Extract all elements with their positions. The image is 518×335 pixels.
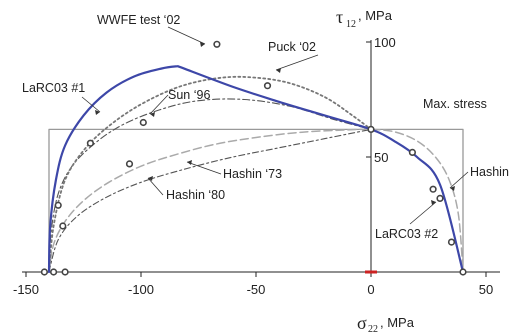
test-data-point	[139, 118, 147, 127]
annotation-larc03-2-leader	[409, 201, 437, 225]
annotation-larc03-2: LaRC03 #2	[375, 227, 438, 241]
series-hashin-73	[48, 128, 372, 273]
ticks-group: -150 -100 -50 0 50 50 100	[13, 35, 493, 297]
annotation-hashin-73-arrowhead	[187, 160, 192, 165]
annotation-puck: Puck ‘02	[268, 40, 316, 54]
series-max-stress	[48, 128, 464, 273]
series-sun-96	[48, 98, 372, 273]
annotation-hashin-73: Hashin ‘73	[223, 167, 282, 181]
annotation-wwfe-test-leader	[167, 26, 206, 45]
annotations-group: WWFE test ‘02 Puck ‘02 LaRC03 #1 Sun ‘96…	[22, 13, 509, 241]
x-tick-label: -150	[13, 282, 39, 297]
x-tick-label: 0	[367, 282, 374, 297]
annotation-hashin-leader	[449, 171, 469, 189]
x-axis-unit: , MPa	[380, 315, 415, 330]
test-data-point	[213, 40, 221, 48]
test-data-point	[59, 222, 67, 230]
test-data-point	[49, 268, 58, 276]
x-axis-title: σ 22 , MPa	[357, 313, 415, 335]
annotation-wwfe-test: WWFE test ‘02	[97, 13, 180, 27]
x-tick-label: -50	[247, 282, 266, 297]
annotation-puck-leader	[275, 54, 319, 71]
test-data-point	[429, 185, 437, 193]
annotation-puck-arrowhead	[276, 68, 281, 73]
y-tick-label: 50	[374, 150, 388, 165]
annotation-sun-arrowhead	[150, 112, 155, 117]
annotation-larc03-2-arrowhead	[431, 200, 436, 205]
annotation-hashin-80-leader	[147, 177, 164, 196]
test-data-point	[125, 160, 134, 168]
annotation-hashin-80-arrowhead	[148, 176, 153, 181]
series-hashin-80	[48, 128, 464, 273]
leader-lines-group	[81, 26, 469, 225]
series-puck-02	[48, 75, 372, 273]
axes-group	[22, 40, 500, 273]
annotation-larc03-1: LaRC03 #1	[22, 81, 85, 95]
test-data-point	[86, 139, 94, 147]
annotation-hashin: Hashin	[470, 165, 509, 179]
y-tick-label: 100	[374, 35, 396, 50]
test-data-point	[459, 268, 467, 276]
test-data-point	[436, 194, 444, 202]
x-axis-subscript: 22	[368, 324, 378, 335]
x-tick-label: 50	[479, 282, 493, 297]
test-data-point	[447, 238, 456, 246]
y-axis-unit: , MPa	[358, 8, 393, 23]
y-axis-title: τ 12 , MPa	[336, 7, 393, 30]
x-axis-symbol: σ	[357, 313, 367, 333]
annotation-sun: Sun ‘96	[168, 88, 210, 102]
y-axis-symbol: τ	[336, 7, 343, 27]
annotation-larc03-1-arrowhead	[95, 110, 100, 115]
test-data-point	[367, 125, 375, 133]
annotation-hashin-73-leader	[186, 161, 222, 175]
annotation-wwfe-test-arrowhead	[200, 42, 205, 47]
series-larc03-1	[47, 65, 465, 274]
annotation-sun-leader	[149, 94, 169, 115]
annotation-hashin-80: Hashin ‘80	[166, 188, 225, 202]
annotation-hashin-arrowhead	[450, 186, 455, 191]
test-data-point	[54, 201, 62, 209]
test-data-point	[61, 268, 69, 276]
test-data-point	[408, 148, 417, 156]
y-axis-subscript: 12	[346, 19, 356, 30]
x-tick-label: -100	[128, 282, 154, 297]
series-group	[47, 65, 465, 274]
test-data-point	[263, 82, 272, 90]
annotation-larc03-1-leader	[81, 96, 101, 113]
test-data-point	[40, 268, 49, 276]
annotation-max-stress: Max. stress	[423, 97, 487, 111]
test-points-group	[40, 40, 467, 276]
